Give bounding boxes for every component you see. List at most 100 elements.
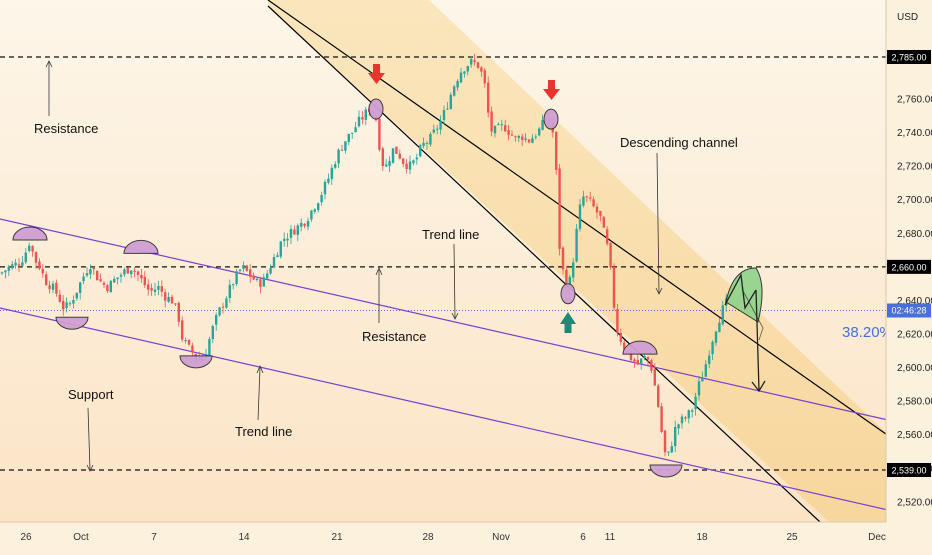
candle-body (436, 128, 439, 130)
candle-body (395, 146, 398, 154)
candle-body (126, 268, 129, 274)
trend-line-top-label: Trend line (422, 227, 479, 242)
candle-body (140, 274, 143, 279)
time-tick-label: 18 (696, 532, 708, 543)
candle-body (344, 141, 347, 151)
candle-body (660, 406, 663, 432)
candle-body (75, 292, 78, 299)
annotation-pointers (45, 60, 663, 472)
candle-body (293, 229, 296, 235)
candle-body (215, 315, 218, 325)
candle-body (340, 149, 344, 151)
candle-body (466, 66, 469, 72)
candle-body (323, 181, 327, 195)
candle-body (232, 284, 235, 286)
price-tick-label: 2,520.00 (897, 497, 932, 508)
candle-body (599, 210, 602, 216)
candle-body (7, 266, 10, 271)
candle-body (330, 167, 333, 180)
candle-body (296, 225, 299, 235)
touch-marker-top (12, 226, 48, 241)
candle-body (408, 161, 412, 170)
candle-body (704, 364, 707, 377)
level-badge-label: 2,539.00 (891, 466, 926, 476)
price-tick-label: 2,740.00 (897, 128, 932, 139)
candle-body (320, 194, 323, 203)
candle-body (381, 148, 384, 167)
candle-body (459, 72, 463, 83)
candle-body (62, 300, 65, 310)
candle-body (14, 262, 17, 266)
candle-body (646, 356, 650, 360)
candle-body (235, 271, 238, 284)
price-tick-label: 2,600.00 (897, 363, 932, 374)
candle-body (174, 303, 177, 305)
candle-body (483, 70, 486, 84)
candle-body (317, 203, 320, 210)
candle-body (89, 269, 92, 275)
touch-markers (12, 98, 683, 478)
candle-body (507, 130, 510, 135)
candle-body (102, 282, 106, 285)
level-badge (887, 463, 931, 477)
candle-body (181, 320, 184, 340)
descending-channel-fill (268, 0, 893, 522)
touch-marker-circle (560, 283, 576, 305)
candle-body (412, 160, 415, 164)
price-tick-label: 2,620.00 (897, 330, 932, 341)
candle-body (680, 416, 684, 424)
candle-body (432, 129, 435, 133)
time-axis[interactable] (0, 522, 886, 550)
candle-body (361, 117, 364, 120)
candle-body (68, 303, 72, 305)
candle-body (517, 135, 520, 138)
candle-body (643, 356, 646, 358)
candle-body (191, 345, 194, 353)
candle-body (490, 111, 493, 132)
candle-body (633, 359, 636, 362)
touch-marker-bottom (649, 464, 683, 478)
time-tick-label: Oct (73, 532, 89, 543)
candle-body (612, 266, 616, 308)
candle-body (303, 223, 306, 226)
price-tick-label: 2,760.00 (897, 94, 932, 105)
candle-body (238, 269, 242, 272)
candle-body (561, 247, 565, 270)
candle-body (497, 124, 500, 126)
candle-body (514, 136, 517, 138)
candle-body (558, 168, 561, 249)
currency-label: USD (897, 12, 918, 23)
candle-body (663, 430, 667, 453)
price-axis[interactable] (886, 0, 932, 550)
touch-marker-bottom (55, 316, 89, 330)
candle-body (388, 161, 391, 167)
current-price-label: 02:46:28 (891, 306, 926, 316)
candle-body (453, 86, 456, 96)
candle-body (164, 292, 167, 301)
projection-path (724, 267, 766, 393)
level-badge (887, 259, 931, 274)
candle-body (96, 270, 99, 281)
candle-body (45, 274, 48, 286)
candle-body (684, 417, 687, 419)
candle-body (279, 241, 282, 257)
candle-body (34, 252, 38, 263)
candle-body (616, 309, 619, 334)
candle-body (79, 282, 82, 293)
candle-body (677, 424, 680, 429)
candle-body (51, 283, 55, 290)
candle-body (150, 287, 153, 291)
candle-body (568, 276, 571, 288)
candle-body (640, 358, 643, 364)
candle-body (276, 255, 279, 258)
candle-body (575, 228, 578, 262)
candle-body (476, 62, 480, 68)
time-tick-label: 14 (238, 532, 250, 543)
time-tick-label: 25 (786, 532, 798, 543)
candle-body (0, 272, 4, 274)
candle-body (17, 264, 21, 266)
descending-channel-label: Descending channel (620, 135, 738, 150)
price-tick-label: 2,700.00 (897, 195, 932, 206)
candle-body (99, 279, 102, 282)
